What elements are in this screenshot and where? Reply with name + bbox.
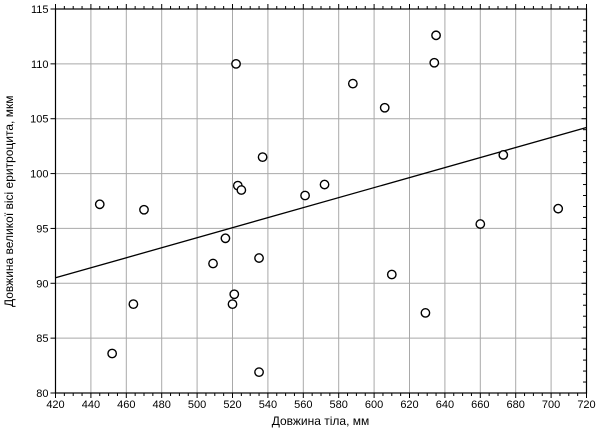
data-point bbox=[498, 150, 509, 160]
y-tick-label: 110 bbox=[31, 59, 49, 71]
data-point bbox=[220, 233, 231, 244]
x-tick-label: 500 bbox=[188, 399, 206, 411]
data-point bbox=[229, 289, 240, 300]
y-tick-label: 80 bbox=[36, 388, 48, 400]
data-point bbox=[231, 58, 241, 69]
data-point bbox=[319, 179, 330, 190]
data-point bbox=[420, 308, 431, 318]
data-point bbox=[208, 258, 218, 269]
data-point bbox=[431, 30, 441, 41]
data-point bbox=[254, 367, 264, 378]
data-point bbox=[94, 199, 105, 210]
plot-frame bbox=[54, 8, 588, 394]
trend-line bbox=[55, 126, 587, 279]
y-tick-label: 105 bbox=[30, 114, 48, 126]
x-tick-label: 680 bbox=[507, 399, 525, 411]
data-point bbox=[429, 57, 440, 68]
x-tick-label: 720 bbox=[577, 399, 595, 411]
y-tick-label: 100 bbox=[30, 169, 48, 181]
data-point bbox=[236, 185, 247, 195]
y-tick-label: 85 bbox=[36, 333, 48, 345]
x-tick-label: 660 bbox=[471, 399, 489, 411]
x-tick-label: 420 bbox=[46, 399, 64, 411]
x-tick-label: 460 bbox=[117, 399, 135, 411]
x-tick-label: 520 bbox=[223, 399, 241, 411]
x-tick-label: 560 bbox=[294, 399, 312, 411]
data-point bbox=[139, 204, 149, 215]
x-tick-label: 620 bbox=[400, 399, 418, 411]
y-tick-label: 95 bbox=[36, 223, 48, 235]
data-point bbox=[475, 219, 486, 229]
data-point bbox=[347, 78, 358, 89]
data-point bbox=[128, 299, 139, 310]
data-point bbox=[386, 269, 397, 280]
data-point bbox=[553, 203, 564, 214]
x-tick-label: 640 bbox=[436, 399, 454, 411]
data-point bbox=[254, 253, 264, 263]
data-point bbox=[257, 152, 268, 163]
x-tick-label: 540 bbox=[259, 399, 277, 411]
x-axis-title: Довжина тіла, мм bbox=[271, 414, 370, 428]
data-point bbox=[107, 348, 118, 359]
x-tick-label: 600 bbox=[365, 399, 383, 411]
x-tick-label: 700 bbox=[542, 399, 560, 411]
x-tick-label: 480 bbox=[153, 399, 171, 411]
y-tick-label: 115 bbox=[31, 4, 49, 16]
y-tick-label: 90 bbox=[36, 278, 48, 290]
data-point bbox=[227, 299, 238, 310]
data-point bbox=[300, 190, 310, 201]
x-tick-label: 440 bbox=[82, 399, 100, 411]
x-tick-label: 580 bbox=[330, 399, 348, 411]
data-point bbox=[379, 102, 390, 113]
